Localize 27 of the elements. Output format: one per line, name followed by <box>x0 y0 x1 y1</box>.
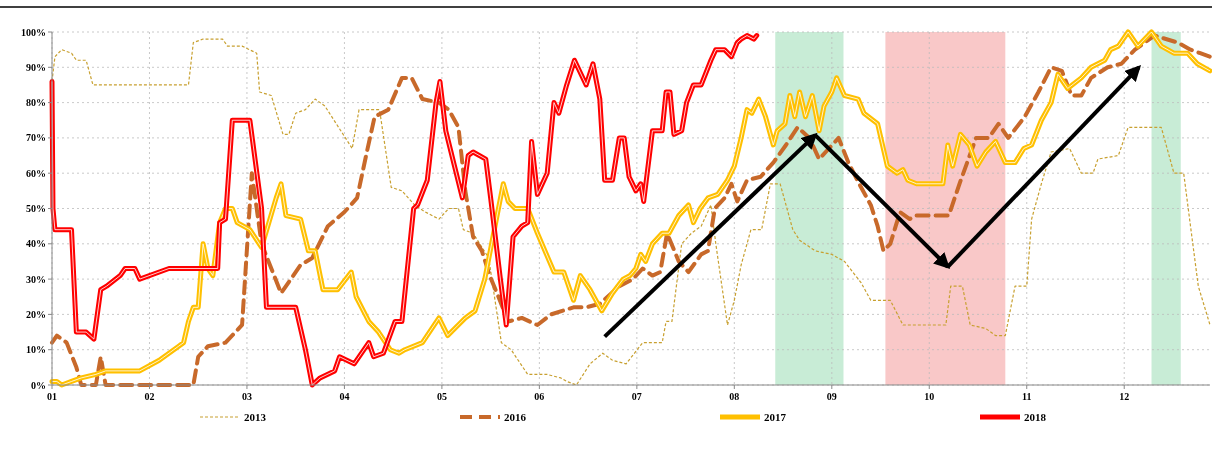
x-tick-label: 12 <box>1119 391 1130 402</box>
y-tick-label: 80% <box>26 97 46 109</box>
x-tick-label: 01 <box>47 391 57 402</box>
x-tick-label: 03 <box>241 391 252 402</box>
y-tick-label: 20% <box>26 308 46 320</box>
y-tick-label: 70% <box>26 132 46 144</box>
x-tick-label: 07 <box>631 391 642 402</box>
x-tick-label: 11 <box>1022 391 1032 402</box>
x-tick-label: 06 <box>534 391 545 402</box>
y-tick-label: 30% <box>26 273 46 285</box>
y-tick-label: 60% <box>26 167 46 179</box>
legend-label: 2017 <box>764 410 787 423</box>
y-tick-label: 90% <box>26 61 46 73</box>
x-tick-label: 02 <box>144 391 155 402</box>
legend-label: 2013 <box>244 410 267 423</box>
y-tick-label: 40% <box>26 238 46 250</box>
legend-label: 2016 <box>504 410 527 423</box>
y-tick-label: 100% <box>21 26 46 38</box>
legend-label: 2018 <box>1024 410 1047 423</box>
x-tick-label: 04 <box>339 391 350 402</box>
x-tick-label: 05 <box>436 391 447 402</box>
x-tick-label: 08 <box>729 391 740 402</box>
y-tick-label: 0% <box>31 379 46 391</box>
x-tick-label: 10 <box>924 391 935 402</box>
y-tick-label: 10% <box>26 344 46 356</box>
x-tick-label: 09 <box>826 391 837 402</box>
y-tick-label: 50% <box>26 203 46 214</box>
